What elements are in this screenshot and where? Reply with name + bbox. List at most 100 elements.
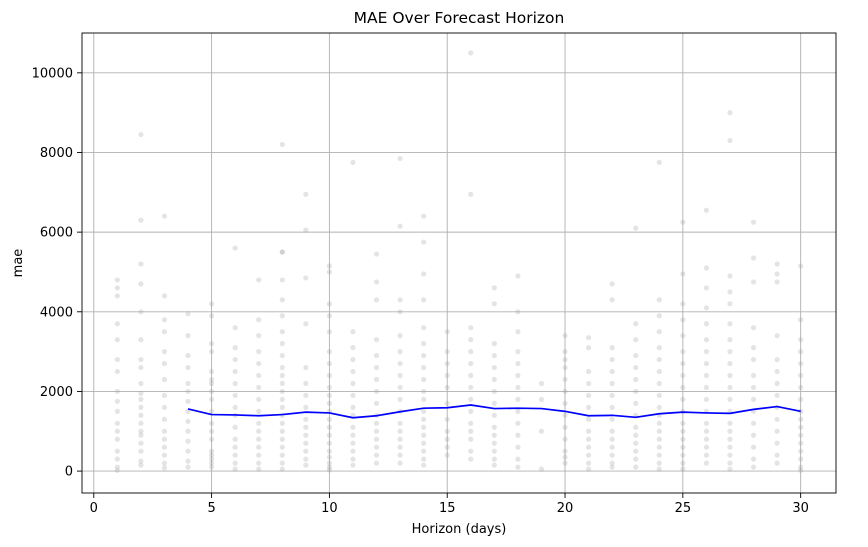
scatter-point bbox=[703, 265, 710, 271]
scatter-point bbox=[208, 388, 215, 395]
scatter-point bbox=[656, 356, 662, 363]
scatter-point bbox=[373, 460, 380, 466]
scatter-point bbox=[303, 364, 309, 371]
scatter-point bbox=[774, 428, 780, 434]
scatter-point bbox=[208, 380, 215, 387]
scatter-point bbox=[185, 438, 191, 444]
scatter-point bbox=[774, 416, 780, 422]
scatter-point bbox=[468, 408, 474, 414]
scatter-point bbox=[491, 456, 497, 462]
scatter-point bbox=[232, 460, 238, 466]
scatter-point bbox=[656, 444, 662, 450]
scatter-point bbox=[727, 273, 733, 279]
scatter-point bbox=[491, 364, 497, 371]
scatter-point bbox=[373, 337, 380, 343]
scatter-point bbox=[208, 368, 215, 375]
scatter-point bbox=[656, 466, 662, 472]
scatter-point bbox=[515, 444, 521, 450]
scatter-point bbox=[680, 428, 686, 434]
scatter-point bbox=[373, 352, 380, 359]
scatter-point bbox=[609, 345, 615, 351]
scatter-point bbox=[256, 317, 262, 323]
scatter-point bbox=[326, 464, 333, 470]
scatter-point bbox=[727, 444, 733, 450]
scatter-point bbox=[680, 372, 686, 379]
scatter-point bbox=[444, 416, 450, 422]
scatter-point bbox=[656, 404, 662, 410]
scatter-point bbox=[609, 380, 615, 387]
scatter-point bbox=[421, 424, 427, 430]
scatter-point bbox=[656, 159, 662, 166]
scatter-point bbox=[232, 368, 238, 375]
scatter-point bbox=[562, 412, 568, 418]
scatter-point bbox=[491, 341, 497, 347]
scatter-point bbox=[256, 436, 262, 442]
scatter-point bbox=[750, 396, 757, 403]
scatter-point bbox=[656, 460, 662, 466]
scatter-point bbox=[373, 279, 380, 285]
scatter-point bbox=[326, 360, 333, 367]
scatter-point bbox=[609, 464, 615, 470]
scatter-point bbox=[585, 404, 592, 410]
scatter-point bbox=[585, 466, 592, 472]
scatter-point bbox=[774, 380, 780, 387]
scatter-point bbox=[703, 372, 710, 379]
scatter-point bbox=[232, 245, 238, 251]
scatter-point bbox=[515, 464, 521, 470]
scatter-point bbox=[562, 424, 568, 430]
scatter-point bbox=[232, 345, 238, 351]
scatter-point bbox=[798, 456, 804, 462]
scatter-point bbox=[727, 360, 733, 367]
scatter-point bbox=[727, 420, 733, 426]
scatter-point bbox=[680, 396, 686, 403]
scatter-point bbox=[421, 462, 427, 468]
scatter-point bbox=[468, 325, 474, 331]
scatter-point bbox=[515, 329, 521, 335]
scatter-point bbox=[585, 452, 592, 458]
scatter-point bbox=[585, 380, 592, 387]
scatter-point bbox=[279, 364, 285, 371]
scatter-point bbox=[468, 349, 474, 355]
scatter-point bbox=[350, 456, 356, 462]
scatter-point bbox=[350, 462, 356, 468]
scatter-point bbox=[397, 349, 403, 355]
scatter-point bbox=[562, 364, 568, 371]
scatter-point bbox=[703, 285, 710, 291]
scatter-point bbox=[350, 432, 356, 438]
scatter-point bbox=[727, 321, 733, 327]
scatter-point bbox=[609, 297, 615, 303]
scatter-point bbox=[138, 432, 144, 438]
scatter-point bbox=[468, 372, 474, 379]
scatter-point bbox=[397, 420, 403, 426]
scatter-point bbox=[633, 448, 639, 454]
scatter-point bbox=[444, 360, 450, 367]
scatter-point bbox=[326, 349, 333, 355]
scatter-point bbox=[161, 349, 168, 355]
chart-title: MAE Over Forecast Horizon bbox=[354, 9, 565, 27]
scatter-point bbox=[468, 436, 474, 442]
scatter-point bbox=[114, 321, 120, 327]
scatter-point bbox=[562, 400, 568, 406]
scatter-point bbox=[114, 293, 120, 299]
scatter-point bbox=[468, 384, 474, 391]
scatter-point bbox=[161, 444, 168, 450]
scatter-point bbox=[303, 440, 309, 446]
scatter-point bbox=[562, 448, 568, 454]
scatter-point bbox=[468, 50, 474, 56]
scatter-point bbox=[279, 329, 285, 335]
x-tick-label: 30 bbox=[792, 501, 809, 516]
scatter-point bbox=[138, 458, 144, 464]
scatter-point bbox=[421, 352, 427, 359]
scatter-point bbox=[515, 372, 521, 379]
scatter-point bbox=[750, 372, 757, 379]
scatter-point bbox=[397, 384, 403, 391]
scatter-point bbox=[185, 311, 191, 317]
scatter-point bbox=[491, 440, 497, 446]
scatter-point bbox=[750, 420, 757, 426]
scatter-point bbox=[208, 408, 215, 414]
scatter-point bbox=[303, 404, 309, 410]
scatter-point bbox=[633, 337, 639, 343]
x-tick-label: 5 bbox=[207, 501, 215, 516]
scatter-point bbox=[562, 454, 568, 460]
scatter-point bbox=[256, 444, 262, 450]
